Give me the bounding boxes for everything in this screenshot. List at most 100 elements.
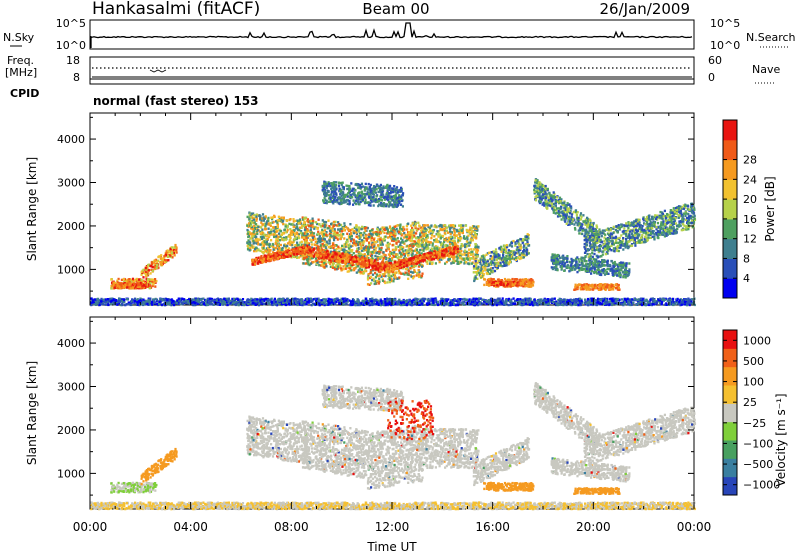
power-cell: [291, 247, 294, 250]
power-cell: [306, 233, 309, 236]
power-cell: [330, 182, 333, 185]
power-cell: [306, 236, 309, 239]
power-cell: [367, 273, 370, 276]
power-cell: [281, 238, 284, 241]
power-cell: [380, 227, 383, 230]
power-cell: [323, 182, 326, 185]
power-cell: [326, 227, 329, 230]
power-cell: [362, 242, 365, 245]
power-cell: [261, 246, 264, 249]
power-cell: [354, 267, 357, 270]
power-cell: [391, 257, 394, 260]
power-cell: [459, 231, 462, 234]
power-cell: [302, 262, 305, 265]
power-cell: [520, 253, 523, 256]
power-cell: [419, 234, 422, 237]
power-cell: [361, 197, 365, 200]
power-cell: [660, 221, 663, 224]
power-cell: [148, 284, 152, 287]
power-cell: [473, 277, 476, 281]
power-cell: [525, 237, 528, 240]
power-cell: [378, 232, 381, 236]
power-cell: [296, 232, 299, 235]
power-cell: [596, 241, 599, 244]
power-cell: [324, 259, 327, 262]
power-cell: [361, 243, 365, 247]
power-cell: [474, 260, 477, 263]
power-cell: [395, 227, 398, 231]
power-cell: [454, 243, 457, 246]
power-cell: [338, 187, 341, 190]
power-cell: [255, 249, 258, 253]
power-cell: [538, 186, 542, 189]
power-cell: [394, 276, 397, 279]
power-cell: [676, 210, 679, 213]
power-cell: [570, 207, 573, 210]
power-cell: [375, 232, 378, 236]
power-cell: [370, 197, 373, 200]
power-cell: [343, 245, 346, 248]
power-cell: [336, 201, 339, 204]
power-cell: [171, 256, 174, 259]
power-cell: [542, 184, 545, 188]
power-cell: [434, 262, 437, 265]
power-cell: [256, 241, 260, 244]
power-cell: [572, 218, 575, 221]
power-cell: [464, 249, 467, 252]
power-cell: [353, 229, 356, 233]
power-cell: [396, 230, 399, 233]
power-cell: [328, 225, 331, 228]
power-cell: [330, 228, 333, 231]
power-cell: [431, 262, 434, 266]
power-cell: [323, 220, 326, 224]
power-cell: [327, 184, 331, 187]
power-cell: [366, 276, 370, 279]
power-cell: [425, 241, 428, 245]
power-cell: [497, 264, 500, 267]
power-cell: [523, 244, 526, 247]
power-cell: [450, 237, 453, 241]
power-cell: [574, 210, 577, 213]
power-cell: [551, 207, 554, 210]
power-cell: [301, 216, 304, 219]
power-cell: [300, 226, 303, 229]
power-cell: [350, 269, 353, 272]
power-cell: [341, 248, 344, 251]
power-cell: [349, 267, 352, 270]
power-cell: [482, 273, 485, 276]
power-cell: [284, 225, 287, 228]
power-cell: [360, 249, 364, 252]
power-cell: [273, 232, 277, 235]
power-cell: [525, 246, 528, 250]
power-cell: [410, 264, 413, 268]
power-cell: [306, 229, 310, 232]
power-cell: [276, 225, 279, 229]
power-cell: [525, 253, 528, 256]
power-cell: [132, 280, 135, 284]
power-cell: [449, 242, 452, 246]
power-cell: [281, 248, 284, 252]
power-cell: [320, 252, 323, 255]
power-cell: [338, 263, 341, 266]
power-cell: [160, 261, 164, 264]
power-cell: [680, 207, 683, 210]
power-cell: [280, 216, 283, 219]
power-cell: [558, 198, 561, 202]
power-cell: [458, 224, 461, 227]
power-cell: [455, 228, 458, 232]
power-cell: [403, 242, 406, 245]
power-cell: [584, 219, 587, 223]
power-cell: [250, 244, 253, 247]
power-cell: [524, 243, 527, 246]
power-cell: [467, 251, 471, 255]
power-cell: [380, 201, 383, 205]
power-cell: [247, 239, 250, 242]
power-cell: [387, 248, 390, 251]
power-cell: [472, 225, 476, 228]
power-cell: [315, 241, 319, 244]
power-cell: [587, 218, 590, 221]
power-cell: [485, 283, 488, 286]
power-cell: [457, 241, 460, 244]
power-cell: [372, 185, 376, 188]
power-cell: [541, 193, 544, 196]
